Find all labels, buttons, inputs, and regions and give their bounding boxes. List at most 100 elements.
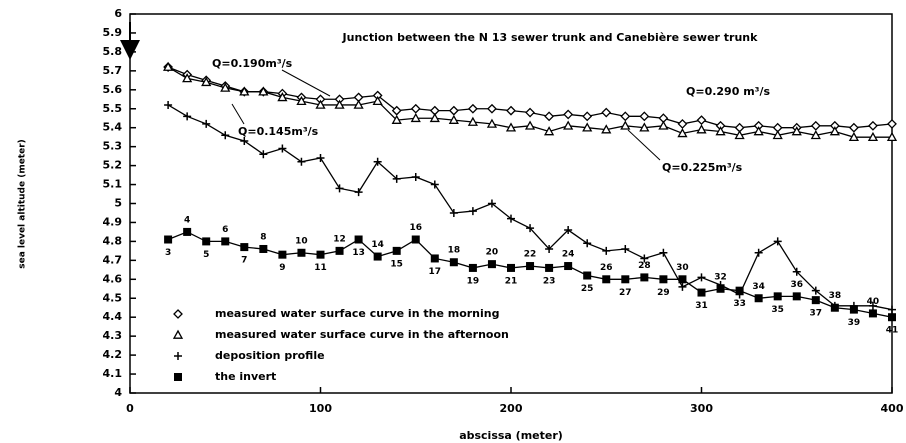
point-label: 24 — [562, 250, 575, 260]
marker-triangle — [658, 120, 669, 130]
marker-plus — [164, 100, 173, 109]
marker-square — [430, 254, 439, 263]
marker-plus — [602, 246, 611, 255]
marker-plus — [868, 301, 877, 310]
marker-plus — [297, 157, 306, 166]
point-label: 22 — [524, 250, 537, 260]
marker-diamond — [868, 120, 878, 131]
y-tick-label: 4.3 — [103, 329, 123, 342]
marker-diamond — [563, 109, 574, 120]
point-label: 9 — [279, 263, 285, 273]
point-label: 40 — [867, 297, 880, 307]
point-label: 35 — [771, 305, 784, 315]
marker-square — [735, 286, 744, 295]
marker-square — [849, 305, 858, 314]
marker-square — [487, 260, 496, 269]
marker-plus — [773, 237, 782, 246]
x-tick-label: 200 — [500, 402, 523, 415]
marker-diamond — [467, 103, 478, 114]
marker-plus — [259, 150, 268, 159]
marker-square — [888, 313, 896, 322]
marker-square — [754, 294, 763, 303]
marker-plus — [335, 184, 344, 193]
point-label: 14 — [371, 240, 384, 250]
marker-diamond — [848, 122, 859, 133]
marker-diamond — [525, 107, 535, 118]
legend-label: measured water surface curve in the morn… — [215, 307, 500, 320]
marker-square — [335, 246, 344, 255]
marker-triangle — [505, 122, 517, 132]
marker-plus — [526, 224, 535, 233]
marker-triangle — [448, 114, 459, 124]
marker-square — [564, 262, 573, 271]
marker-square — [697, 288, 706, 297]
point-label: 37 — [810, 309, 823, 319]
marker-triangle — [810, 129, 821, 140]
marker-triangle — [372, 95, 383, 106]
marker-square — [830, 303, 839, 312]
point-label: 10 — [295, 236, 308, 246]
series-line — [167, 66, 893, 129]
marker-square — [354, 235, 363, 244]
marker-diamond — [810, 120, 821, 131]
point-label: 33 — [733, 299, 746, 309]
marker-square — [316, 250, 325, 259]
y-tick-label: 4.5 — [103, 291, 123, 304]
marker-square — [868, 309, 877, 318]
marker-triangle — [296, 95, 307, 106]
marker-square — [449, 258, 458, 267]
x-tick-label: 400 — [881, 402, 904, 415]
marker-plus — [792, 267, 801, 276]
marker-triangle — [772, 129, 783, 140]
marker-plus — [392, 174, 401, 183]
y-tick-label: 6 — [114, 7, 122, 20]
marker-triangle — [486, 118, 498, 128]
leader-lines — [231, 69, 661, 161]
point-label: 13 — [352, 248, 365, 258]
point-label: 32 — [714, 272, 727, 282]
marker-plus — [183, 112, 192, 121]
point-label: 17 — [429, 267, 442, 277]
marker-triangle — [162, 61, 174, 71]
legend-label: measured water surface curve in the afte… — [215, 328, 509, 341]
marker-square — [183, 227, 192, 236]
marker-triangle — [563, 120, 574, 130]
marker-diamond — [639, 111, 650, 122]
marker-plus — [430, 180, 439, 189]
y-tick-label: 4.2 — [103, 348, 123, 361]
y-tick-label: 5.4 — [103, 121, 123, 134]
legend-label: deposition profile — [215, 349, 325, 362]
point-label: 31 — [695, 301, 708, 311]
marker-triangle — [315, 99, 326, 109]
marker-plus — [564, 226, 573, 235]
marker-triangle — [867, 131, 879, 142]
point-label: 20 — [486, 248, 499, 258]
y-tick-label: 5 — [114, 197, 122, 210]
marker-diamond — [448, 105, 459, 116]
marker-square — [221, 237, 230, 246]
y-tick-label: 5.9 — [103, 26, 123, 39]
marker-square — [174, 373, 182, 381]
annotation: Q=0.225m³/s — [662, 161, 743, 174]
legend-label: the invert — [215, 370, 276, 383]
point-label: 3 — [165, 248, 171, 258]
marker-triangle — [334, 99, 345, 109]
marker-plus — [640, 254, 649, 263]
marker-square — [297, 248, 306, 257]
marker-square — [716, 284, 725, 293]
marker-diamond — [601, 107, 612, 118]
marker-plus — [678, 282, 687, 291]
x-tick-label: 0 — [126, 402, 134, 415]
marker-plus — [545, 244, 554, 253]
marker-triangle — [410, 112, 421, 123]
marker-square — [507, 263, 515, 272]
point-label: 21 — [505, 276, 518, 286]
point-label: 30 — [676, 263, 689, 273]
marker-triangle — [829, 126, 840, 136]
y-tick-label: 4.6 — [103, 272, 123, 285]
marker-plus — [888, 305, 896, 314]
marker-diamond — [582, 111, 593, 122]
point-label: 6 — [222, 225, 228, 235]
marker-triangle — [391, 114, 402, 124]
marker-plus — [174, 352, 182, 360]
